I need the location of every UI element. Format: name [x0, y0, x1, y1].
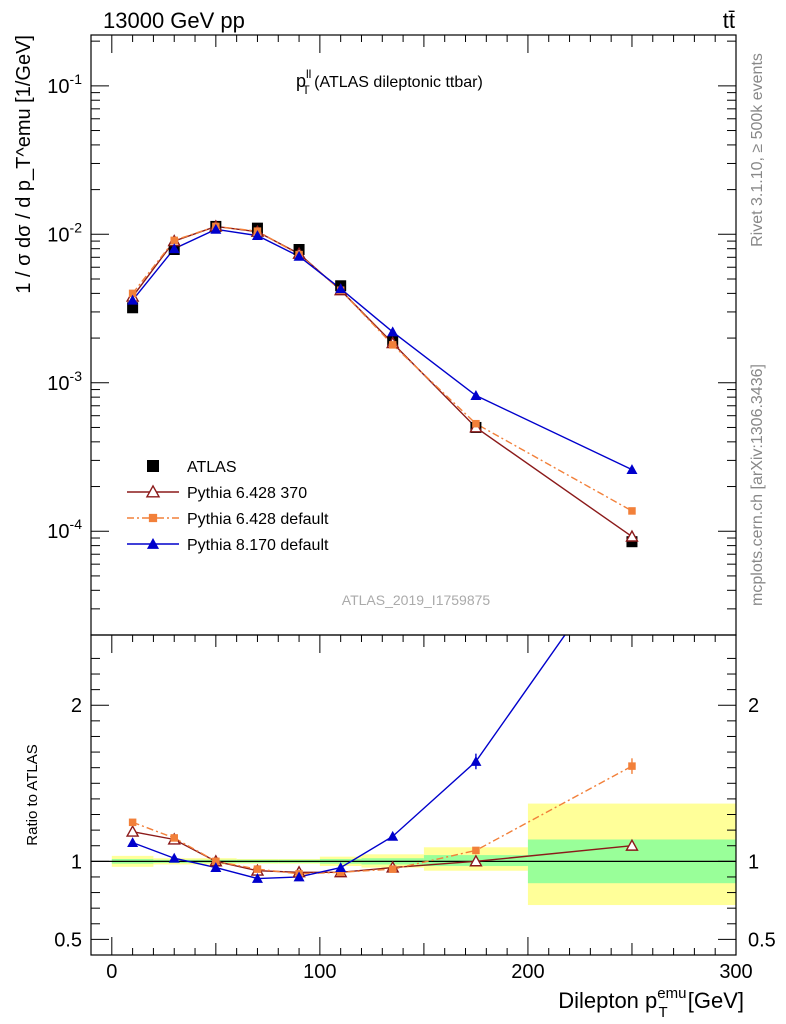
- main-y-tick-label-exp: -1: [70, 71, 83, 87]
- main-title: pll T (ATLAS dileptonic ttbar): [296, 67, 483, 97]
- process-label: tt̄: [723, 8, 735, 33]
- ratio-y-tick-label: 2: [71, 695, 82, 717]
- mcplots-label: mcplots.cern.ch [arXiv:1306.3436]: [749, 364, 766, 606]
- ratio-point-2: [251, 873, 263, 883]
- x-axis-label-rest: [GeV]: [682, 988, 744, 1013]
- main-point-3: [293, 250, 305, 261]
- x-tick-label: 300: [719, 961, 752, 983]
- ratio-point-1: [472, 846, 480, 855]
- main-point-2: [170, 236, 178, 245]
- legend-label-1: Pythia 6.428 370: [187, 485, 307, 502]
- ratio-y-tick-label: 1: [71, 851, 82, 873]
- main-point-2: [128, 289, 137, 298]
- ratio-point-2: [293, 871, 305, 882]
- ratio-data-group: [91, 635, 736, 906]
- main-y-tick-label-base: 10: [47, 521, 69, 543]
- ratio-y-axis-label: Ratio to ATLAS: [24, 744, 41, 845]
- main-point-0: [127, 302, 139, 314]
- rivet-label: Rivet 3.1.10, ≥ 500k events: [749, 53, 766, 247]
- main-panel: 10-410-310-210-1 pll T (ATLAS dileptonic …: [13, 34, 737, 636]
- main-y-tick-label: 10-1: [47, 71, 82, 98]
- x-tick-label: 200: [511, 961, 544, 983]
- main-point-1: [625, 529, 639, 542]
- main-series-line-3: [132, 228, 633, 471]
- main-y-tick-label-exp: -4: [70, 516, 83, 532]
- ratio-point-2: [127, 837, 139, 848]
- legend-marker-3: [146, 537, 160, 549]
- ratio-frame: [90, 634, 737, 956]
- legend-marker-2: [148, 513, 158, 523]
- ratio-point-1: [388, 865, 397, 873]
- ratio-point-0: [625, 838, 639, 851]
- ratio-point-2: [168, 852, 180, 863]
- main-point-3: [626, 464, 638, 475]
- legend-label-3: Pythia 8.170 default: [187, 537, 329, 554]
- legend-label-2: Pythia 6.428 default: [187, 511, 329, 528]
- beam-energy-label: 13000 GeV pp: [103, 8, 245, 33]
- ratio-point-1: [170, 834, 178, 842]
- ratio-point-1: [253, 865, 262, 873]
- ratio-point-1: [628, 762, 636, 770]
- x-axis-label-sub: T: [658, 1004, 667, 1021]
- x-axis-label: Dilepton pemu T [GeV]: [558, 985, 744, 1021]
- ratio-y-tick-label-right: 0.5: [748, 929, 776, 951]
- main-y-tick-label-exp: -2: [70, 219, 83, 235]
- main-title-rest: (ATLAS dileptonic ttbar): [310, 74, 483, 91]
- x-tick-label: 0: [106, 961, 117, 983]
- watermark: ATLAS_2019_I1759875: [342, 592, 491, 608]
- ratio-y-tick-label: 0.5: [54, 929, 82, 951]
- main-point-3: [387, 326, 399, 337]
- ratio-point-2: [335, 862, 347, 872]
- main-y-tick-label-exp: -3: [70, 368, 83, 384]
- main-point-2: [628, 507, 636, 515]
- ratio-point-2: [210, 862, 222, 872]
- legend-marker-0: [147, 460, 159, 472]
- main-point-3: [210, 223, 222, 234]
- ratio-point-0: [469, 854, 483, 867]
- main-y-tick-label: 10-2: [47, 219, 82, 246]
- ratio-point-2: [387, 830, 399, 841]
- main-point-3: [335, 283, 347, 294]
- main-point-2: [388, 341, 397, 349]
- ratio-panel: 0.5 0.5 1 1 2 2 0 100 200 300 Ratio to ATLAS Dile…: [24, 634, 776, 1021]
- main-point-3: [127, 294, 139, 305]
- main-title-sup: ll: [306, 67, 311, 81]
- main-y-tick-label: 10-3: [47, 368, 82, 395]
- ratio-y-tick-label-right: 2: [748, 695, 759, 717]
- main-title-p: p: [296, 71, 306, 91]
- main-point-3: [251, 230, 263, 241]
- ratio-point-1: [336, 868, 345, 877]
- main-y-tick-label-base: 10: [47, 373, 69, 395]
- ratio-point-2: [470, 755, 482, 766]
- main-y-tick-label: 10-4: [47, 516, 82, 543]
- main-y-tick-label-base: 10: [47, 224, 69, 246]
- legend: ATLAS Pythia 6.428 370 Pythia 6.428 defaul…: [127, 459, 329, 554]
- main-y-axis-label: 1 / σ dσ / d p_T^emu [1/GeV]: [13, 35, 35, 294]
- main-point-0: [626, 536, 638, 548]
- x-tick-label: 100: [303, 961, 336, 983]
- main-point-2: [472, 419, 480, 428]
- main-y-tick-label-base: 10: [47, 76, 69, 98]
- main-point-3: [470, 390, 482, 400]
- legend-marker-1: [145, 484, 161, 498]
- ratio-point-1: [212, 857, 220, 866]
- x-axis-label-sup: emu: [657, 985, 686, 1002]
- ratio-point-1: [128, 818, 137, 827]
- main-data-group: [125, 219, 639, 548]
- ratio-point-0: [125, 824, 140, 837]
- ratio-y-tick-label-right: 1: [748, 851, 759, 873]
- main-title-sub: T: [302, 83, 310, 97]
- main-point-3: [168, 243, 180, 254]
- x-axis-label-main: Dilepton p: [558, 988, 657, 1013]
- legend-label-0: ATLAS: [187, 459, 237, 476]
